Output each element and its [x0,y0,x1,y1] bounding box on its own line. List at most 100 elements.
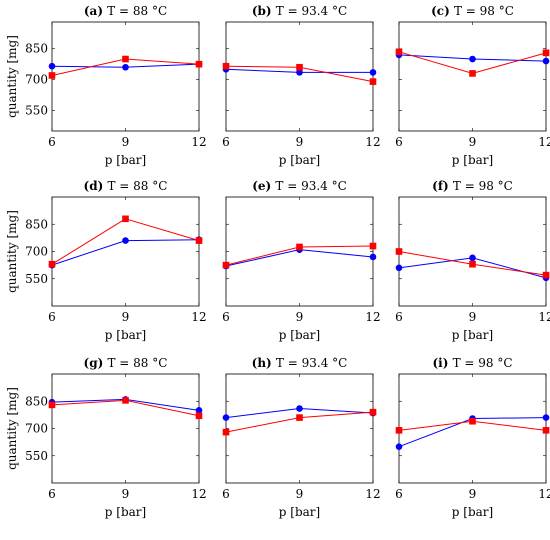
subplot-title: (f) T = 98 °C [432,179,513,193]
x-tick-label: 9 [122,135,130,149]
y-tick-label: 550 [25,272,48,286]
data-point-red [296,243,303,251]
data-point-blue [469,55,476,63]
x-tick-label: 12 [538,310,550,324]
data-point-blue [395,264,403,272]
subplot-title: (e) T = 93.4 °C [252,179,347,193]
x-tick-label: 12 [365,487,380,501]
x-tick-label: 9 [296,135,304,149]
y-axis-label: quantity [mg] [5,387,19,470]
x-tick-label: 12 [538,487,550,501]
plot-frame [398,196,547,307]
data-point-red [395,248,403,255]
subplot-label: (c) [431,4,454,18]
subplot-title-text: T = 93.4 °C [275,179,346,193]
x-tick-label: 9 [296,310,304,324]
subplot-title-text: T = 88 °C [107,179,167,193]
subplot-title: (c) T = 98 °C [431,4,514,18]
y-tick-label: 550 [25,449,48,463]
x-tick-label: 6 [395,310,403,324]
data-point-blue [122,237,129,244]
x-tick-label: 9 [469,487,477,501]
y-tick-label: 850 [25,217,48,231]
data-point-red [48,260,56,268]
subplot-title: (h) T = 93.4 °C [252,356,348,370]
x-tick-label: 12 [365,135,380,149]
data-point-red [195,237,203,244]
subplot-i: (i) T = 98 °C 6 9 12 p [bar] [395,356,550,519]
x-axis-label: p [bar] [279,328,320,342]
subplot-b: (b) T = 93.4 °C 6 9 12 p [bar] [222,4,380,167]
subplot-label: (b) [252,4,276,18]
subplot-e: (e) T = 93.4 °C 6 9 12 p [bar] [222,179,380,342]
subplot-label: (h) [252,356,276,370]
data-point-blue [395,443,403,450]
subplot-title-text: T = 98 °C [453,356,513,370]
subplot-h: (h) T = 93.4 °C 6 9 12 p [bar] [222,356,380,519]
x-tick-label: 12 [365,310,380,324]
x-tick-label: 6 [48,135,56,149]
subplot-c: (c) T = 98 °C 6 9 12 p [bar] [395,4,550,167]
x-tick-label: 12 [538,135,550,149]
data-point-blue [48,62,56,70]
plot-frame [51,373,200,484]
y-tick-label: 700 [25,245,48,259]
data-point-blue [542,414,550,421]
plot-frame [51,196,200,307]
subplot-title: (b) T = 93.4 °C [252,4,347,18]
subplot-title-text: T = 98 °C [453,179,513,193]
data-point-red [122,397,129,404]
plot-frame [225,21,374,132]
x-tick-label: 9 [296,487,304,501]
x-axis-label: p [bar] [452,505,493,519]
data-point-red [469,260,476,268]
subplot-title: (a) T = 88 °C [84,4,167,18]
x-tick-label: 12 [191,310,206,324]
x-tick-label: 6 [48,310,56,324]
x-tick-label: 6 [395,135,403,149]
y-tick-label: 850 [25,394,48,408]
data-point-red [296,414,303,421]
data-point-red [369,242,377,250]
data-point-red [395,48,403,56]
data-point-red [122,215,129,223]
data-point-red [542,49,550,57]
subplot-title-text: T = 93.4 °C [276,356,347,370]
subplot-title-text: T = 93.4 °C [276,4,347,18]
plot-frame [398,373,547,484]
subplot-label: (d) [84,179,108,193]
subplot-title-text: T = 98 °C [454,4,514,18]
x-axis-label: p [bar] [105,328,146,342]
data-point-red [48,72,56,79]
data-point-red [395,427,403,434]
data-point-blue [369,69,377,76]
data-point-blue [195,407,203,414]
x-tick-label: 12 [191,135,206,149]
data-point-blue [122,63,129,71]
x-tick-label: 9 [122,310,130,324]
subplot-label: (g) [84,356,108,370]
y-axis-label: quantity [mg] [5,35,19,118]
subplot-d: (d) T = 88 °C 6 9 12 550 700 850 p [bar] quantit… [5,179,207,342]
data-point-red [195,60,203,68]
subplot-label: (i) [432,356,452,370]
x-tick-label: 9 [122,487,130,501]
data-point-blue [542,57,550,65]
x-tick-label: 6 [222,135,230,149]
data-point-red [542,427,550,434]
data-point-red [469,70,476,77]
subplot-title-text: T = 88 °C [107,356,167,370]
subplot-f: (f) T = 98 °C 6 9 12 p [bar] [395,179,550,342]
plot-frame [225,373,374,484]
y-axis-label: quantity [mg] [5,210,19,293]
y-tick-label: 700 [25,422,48,436]
y-tick-label: 550 [25,103,48,117]
x-tick-label: 6 [222,310,230,324]
data-point-red [542,271,550,279]
data-point-red [296,63,303,71]
x-axis-label: p [bar] [105,505,146,519]
data-point-red [222,261,230,269]
x-tick-label: 12 [191,487,206,501]
x-tick-label: 6 [222,487,230,501]
